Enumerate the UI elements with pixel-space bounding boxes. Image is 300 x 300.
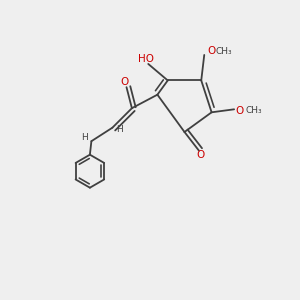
- Text: O: O: [120, 77, 128, 87]
- Text: HO: HO: [138, 53, 154, 64]
- Text: H: H: [116, 125, 123, 134]
- Text: O: O: [208, 46, 216, 56]
- Text: H: H: [81, 133, 88, 142]
- Text: O: O: [236, 106, 244, 116]
- Text: CH₃: CH₃: [245, 106, 262, 115]
- Text: CH₃: CH₃: [215, 47, 232, 56]
- Text: O: O: [196, 150, 205, 161]
